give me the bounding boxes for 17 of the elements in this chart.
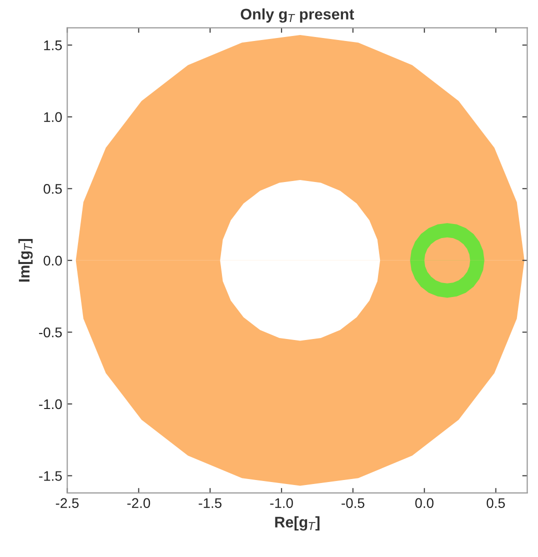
x-axis-title: Re[g$_{T}$] (275, 516, 320, 531)
y-tick-label: -0.5 (39, 328, 62, 338)
x-tick-label: -2.0 (127, 498, 150, 508)
y-axis-title: Im[g$_{T}$] (18, 239, 33, 282)
y-tick-label: -1.5 (39, 471, 62, 481)
x-tick-label: -1.0 (270, 498, 293, 508)
y-tick-label: 1.0 (44, 112, 62, 122)
x-tick-label: 0.0 (415, 498, 434, 508)
y-tick-label: 0.5 (44, 184, 62, 194)
chart-title: Only g$_{T}$ present (240, 8, 354, 23)
x-tick-label: -0.5 (342, 498, 364, 508)
x-tick-label: 0.5 (486, 498, 505, 508)
x-tick-label: -1.5 (198, 498, 222, 508)
y-tick-label: 0.0 (44, 256, 62, 266)
y-tick-label: 1.5 (44, 40, 62, 50)
y-tick-label: -1.0 (39, 399, 62, 410)
x-tick-label: -2.5 (56, 498, 79, 508)
